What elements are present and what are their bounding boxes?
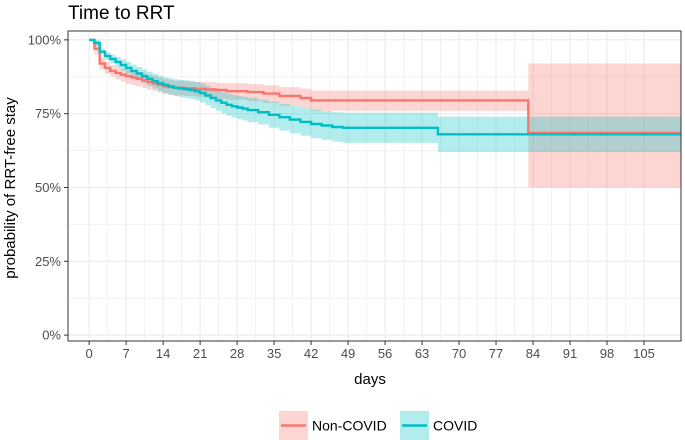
x-axis-title: days bbox=[354, 371, 386, 388]
legend-label-non-covid: Non-COVID bbox=[312, 418, 387, 434]
x-tick-label: 7 bbox=[123, 346, 130, 361]
confidence-bands bbox=[89, 39, 682, 188]
x-tick-label: 35 bbox=[267, 346, 281, 361]
x-tick-label: 56 bbox=[378, 346, 392, 361]
y-tick-label: 100% bbox=[28, 32, 62, 47]
x-tick-label: 0 bbox=[86, 346, 93, 361]
confidence-band-covid bbox=[89, 39, 682, 152]
y-axis: 0% 25% 50% 75% 100% bbox=[28, 32, 68, 343]
x-tick-label: 98 bbox=[600, 346, 614, 361]
y-tick-label: 25% bbox=[35, 254, 61, 269]
plot-border bbox=[67, 30, 682, 342]
legend: Non-COVID COVID bbox=[279, 411, 477, 440]
grid-major bbox=[68, 31, 681, 341]
confidence-band-non-covid bbox=[89, 39, 682, 188]
y-tick-label: 50% bbox=[35, 180, 61, 195]
survival-line-covid bbox=[89, 38, 681, 136]
y-tick-label: 0% bbox=[42, 328, 61, 343]
x-tick-label: 77 bbox=[489, 346, 503, 361]
x-tick-label: 63 bbox=[415, 346, 429, 361]
x-tick-label: 84 bbox=[526, 346, 540, 361]
legend-label-covid: COVID bbox=[433, 418, 477, 434]
y-axis-title: probability of RRT-free stay bbox=[2, 97, 19, 279]
y-tick-label: 75% bbox=[35, 106, 61, 121]
x-tick-label: 49 bbox=[341, 346, 355, 361]
x-tick-label: 21 bbox=[193, 346, 207, 361]
x-tick-label: 91 bbox=[563, 346, 577, 361]
survival-lines bbox=[89, 38, 681, 136]
grid-minor bbox=[68, 31, 681, 341]
x-tick-label: 42 bbox=[304, 346, 318, 361]
x-tick-label: 105 bbox=[633, 346, 655, 361]
x-tick-label: 14 bbox=[156, 346, 170, 361]
chart-title: Time to RRT bbox=[68, 3, 175, 24]
x-tick-label: 70 bbox=[452, 346, 466, 361]
plot-panel bbox=[68, 31, 681, 341]
x-axis: 0 7 14 21 28 35 42 49 56 63 70 77 84 91 98 105 bbox=[86, 341, 655, 361]
x-tick-label: 28 bbox=[230, 346, 244, 361]
